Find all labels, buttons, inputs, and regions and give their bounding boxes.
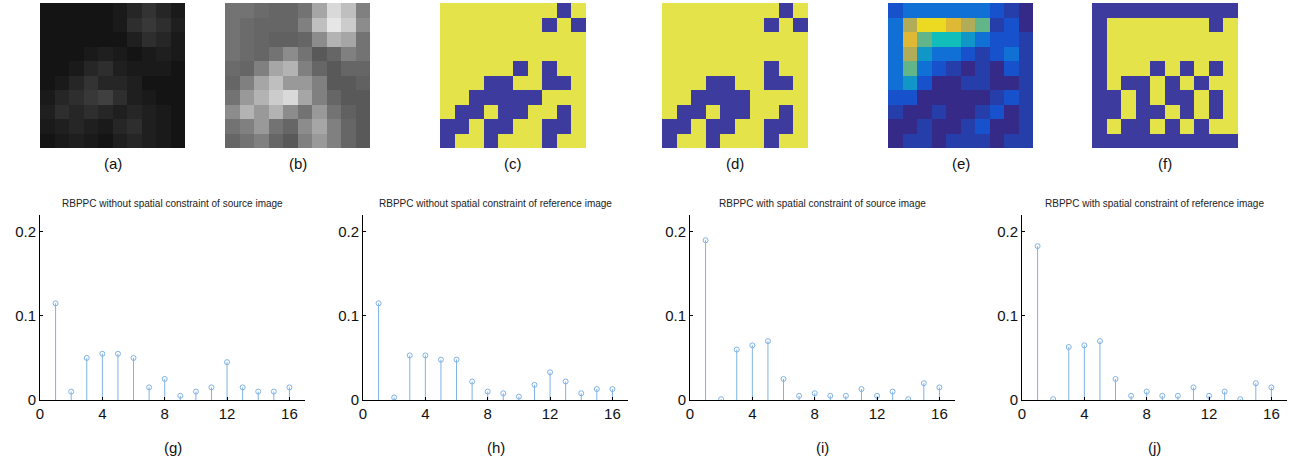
- svg-text:16: 16: [1263, 405, 1280, 422]
- svg-text:16: 16: [604, 405, 621, 422]
- svg-text:4: 4: [98, 405, 106, 422]
- svg-text:0: 0: [28, 391, 36, 408]
- svg-text:4: 4: [421, 405, 429, 422]
- svg-text:0: 0: [678, 391, 686, 408]
- svg-text:16: 16: [281, 405, 298, 422]
- svg-text:0.1: 0.1: [15, 307, 36, 324]
- svg-text:(a): (a): [104, 155, 122, 172]
- svg-text:8: 8: [1143, 405, 1151, 422]
- svg-text:0: 0: [36, 405, 44, 422]
- svg-text:RBPPC with spatial constraint: RBPPC with spatial constraint of referen…: [1045, 198, 1264, 209]
- svg-text:0: 0: [686, 405, 694, 422]
- svg-text:RBPPC without spatial constrai: RBPPC without spatial constraint of sour…: [62, 198, 283, 209]
- svg-text:RBPPC without spatial constrai: RBPPC without spatial constraint of refe…: [379, 198, 612, 209]
- svg-text:(g): (g): [164, 439, 182, 456]
- svg-text:(c): (c): [504, 155, 522, 172]
- svg-text:0.1: 0.1: [338, 307, 359, 324]
- svg-text:0: 0: [1010, 391, 1018, 408]
- svg-text:(d): (d): [726, 155, 744, 172]
- svg-text:(e): (e): [952, 155, 970, 172]
- svg-text:8: 8: [811, 405, 819, 422]
- svg-text:4: 4: [748, 405, 756, 422]
- svg-text:(b): (b): [289, 155, 307, 172]
- svg-text:0.2: 0.2: [665, 223, 686, 240]
- svg-text:12: 12: [1201, 405, 1218, 422]
- svg-text:8: 8: [161, 405, 169, 422]
- svg-text:4: 4: [1080, 405, 1088, 422]
- svg-text:0.2: 0.2: [997, 223, 1018, 240]
- svg-text:0: 0: [359, 405, 367, 422]
- svg-text:12: 12: [542, 405, 559, 422]
- svg-text:0: 0: [1018, 405, 1026, 422]
- svg-text:(f): (f): [1158, 155, 1172, 172]
- svg-text:(i): (i): [816, 439, 829, 456]
- svg-text:0.1: 0.1: [665, 307, 686, 324]
- svg-text:(j): (j): [1148, 439, 1161, 456]
- svg-text:0.2: 0.2: [15, 223, 36, 240]
- svg-text:12: 12: [869, 405, 886, 422]
- svg-text:RBPPC with spatial constraint: RBPPC with spatial constraint of source …: [719, 198, 926, 209]
- svg-text:8: 8: [484, 405, 492, 422]
- svg-text:(h): (h): [487, 439, 505, 456]
- svg-text:0.1: 0.1: [997, 307, 1018, 324]
- svg-text:0: 0: [351, 391, 359, 408]
- svg-text:16: 16: [931, 405, 948, 422]
- svg-text:12: 12: [219, 405, 236, 422]
- svg-text:0.2: 0.2: [338, 223, 359, 240]
